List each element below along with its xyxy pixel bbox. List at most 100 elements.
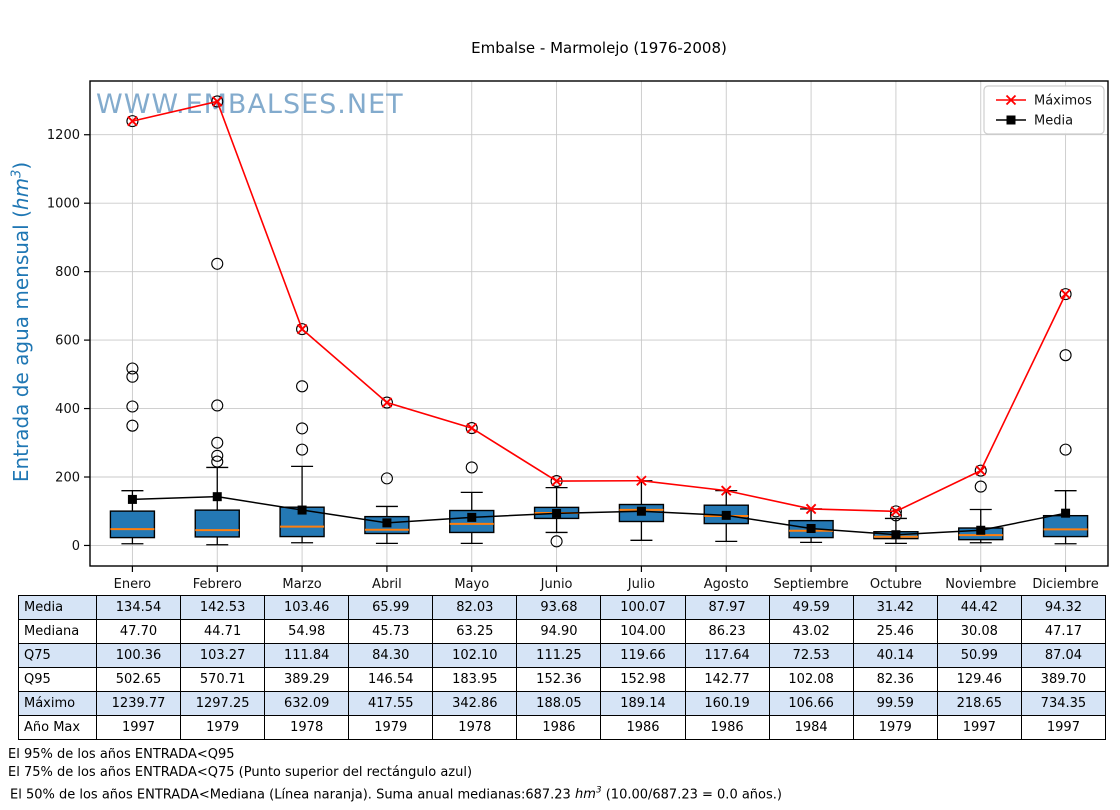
footnote-median-prefix: El 50% de los años ENTRADA<Mediana (Líne… (10, 787, 575, 803)
outlier-circle-max (465, 422, 478, 435)
y-tick-label: 200 (55, 471, 80, 486)
media-marker (467, 512, 477, 522)
y-axis-label-text: Entrada de agua mensual ( (9, 210, 33, 483)
maximos-marker (381, 397, 393, 408)
media-marker (382, 518, 392, 528)
table-cell: 31.42 (852, 595, 938, 620)
media-marker (127, 494, 137, 504)
maximos-marker (890, 506, 902, 517)
row-label: Máximo (18, 691, 97, 716)
table-cell: 189.14 (600, 691, 686, 716)
table-cell: 1978 (264, 715, 350, 740)
table-cell: 94.32 (1020, 595, 1107, 620)
table-cell: 72.53 (768, 643, 854, 668)
chart-canvas: WWW.EMBALSES.NET 0 200 400 600 800 1000 1200 Ene… (47, 80, 1109, 592)
plot-frame (89, 80, 1109, 567)
x-tick-label: Octubre (870, 577, 922, 592)
table-cell: 570.71 (180, 667, 266, 692)
footnote-q95: El 95% de los años ENTRADA<Q95 (8, 747, 235, 762)
maximos-marker (466, 422, 478, 434)
table-cell: 93.68 (516, 595, 602, 620)
table-cell: 54.98 (264, 619, 350, 644)
y-axis-label: Entrada de agua mensual (hm3) (9, 162, 33, 482)
x-tick-label: Agosto (704, 577, 749, 592)
table-row-media: Media 134.54 142.53 103.46 65.99 82.03 93.68 10… (18, 595, 1107, 620)
box-diciembre (1042, 514, 1089, 538)
table-cell: 44.42 (936, 595, 1022, 620)
table-cell: 50.99 (936, 643, 1022, 668)
table-cell: 94.90 (516, 619, 602, 644)
table-cell: 632.09 (264, 691, 350, 716)
media-marker (297, 505, 307, 515)
table-cell: 1239.77 (95, 691, 182, 716)
watermark-text: WWW.EMBALSES.NET (96, 89, 404, 120)
table-cell: 47.17 (1020, 619, 1107, 644)
maximos-marker (975, 465, 987, 476)
outlier-circle (296, 380, 309, 393)
y-axis-label-unit: hm3 (9, 169, 33, 211)
table-cell: 45.73 (348, 619, 434, 644)
table-cell: 417.55 (348, 691, 434, 716)
outlier-circle (211, 399, 224, 412)
footnote-q75: El 75% de los años ENTRADA<Q75 (Punto su… (8, 765, 473, 780)
footnote-median-unit: hm3 (574, 786, 602, 803)
media-marker (636, 506, 646, 516)
outlier-circle (974, 480, 987, 493)
outlier-circle-max (211, 95, 224, 108)
maximos-marker (211, 96, 223, 107)
maximos-marker (1060, 288, 1071, 300)
table-cell: 152.98 (600, 667, 686, 692)
media-marker (1061, 508, 1071, 518)
outlier-circle (296, 443, 309, 456)
table-cell: 129.46 (936, 667, 1022, 692)
table-row-año-max: Año Max 1997 1979 1978 1979 1978 1986 1986 1986 1… (18, 715, 1107, 740)
chart-area: WWW.EMBALSES.NET 0 200 400 600 800 1000 1200 Ene… (47, 80, 1109, 592)
maximos-marker (720, 485, 732, 496)
media-marker (806, 523, 816, 533)
table-cell: 142.53 (180, 595, 266, 620)
media-marker (976, 525, 986, 535)
x-tick-label: Junio (540, 577, 573, 592)
y-tick-label: 800 (55, 265, 80, 280)
media-marker (891, 530, 901, 540)
table-cell: 30.08 (936, 619, 1022, 644)
row-label: Mediana (18, 619, 97, 644)
table-cell: 183.95 (432, 667, 518, 692)
stats-table-wrap: Media 134.54 142.53 103.46 65.99 82.03 93.68 10… (18, 595, 1107, 740)
table-cell: 1986 (600, 715, 686, 740)
x-tick-label: Diciembre (1032, 577, 1098, 592)
table-cell: 47.70 (95, 619, 182, 644)
maximos-marker (127, 115, 138, 127)
table-cell: 1979 (180, 715, 266, 740)
table-cell: 65.99 (348, 595, 434, 620)
x-tick-label: Marzo (282, 577, 321, 592)
row-label: Media (18, 595, 97, 620)
maximos-marker (636, 475, 647, 486)
outlier-circle (211, 449, 224, 462)
table-cell: 160.19 (684, 691, 770, 716)
table-row-mediana: Mediana 47.70 44.71 54.98 45.73 63.25 94.90 104… (18, 619, 1107, 644)
media-marker (721, 510, 731, 520)
table-cell: 111.25 (516, 643, 602, 668)
media-line (132, 495, 1066, 536)
maximos-marker (551, 475, 562, 487)
table-cell: 49.59 (768, 595, 854, 620)
outlier-circle (296, 422, 309, 435)
box-febrero (194, 509, 240, 538)
table-cell: 82.36 (852, 667, 938, 692)
y-tick-label: 1000 (47, 197, 80, 212)
table-cell: 342.86 (432, 691, 518, 716)
table-cell: 87.04 (1020, 643, 1107, 668)
table-row-q75: Q75 100.36 103.27 111.84 84.30 102.10 111.25 11… (18, 643, 1107, 668)
outlier-circle (211, 436, 224, 449)
outlier-circle-max (126, 115, 139, 128)
table-cell: 103.27 (180, 643, 266, 668)
y-tick-label: 600 (55, 334, 80, 349)
y-tick-label: 1200 (47, 128, 80, 143)
y-axis-label-close: ) (9, 161, 33, 170)
table-cell: 82.03 (432, 595, 518, 620)
x-tick-label: Noviembre (945, 577, 1016, 592)
table-cell: 134.54 (95, 595, 182, 620)
table-cell: 44.71 (180, 619, 266, 644)
table-cell: 43.02 (768, 619, 854, 644)
